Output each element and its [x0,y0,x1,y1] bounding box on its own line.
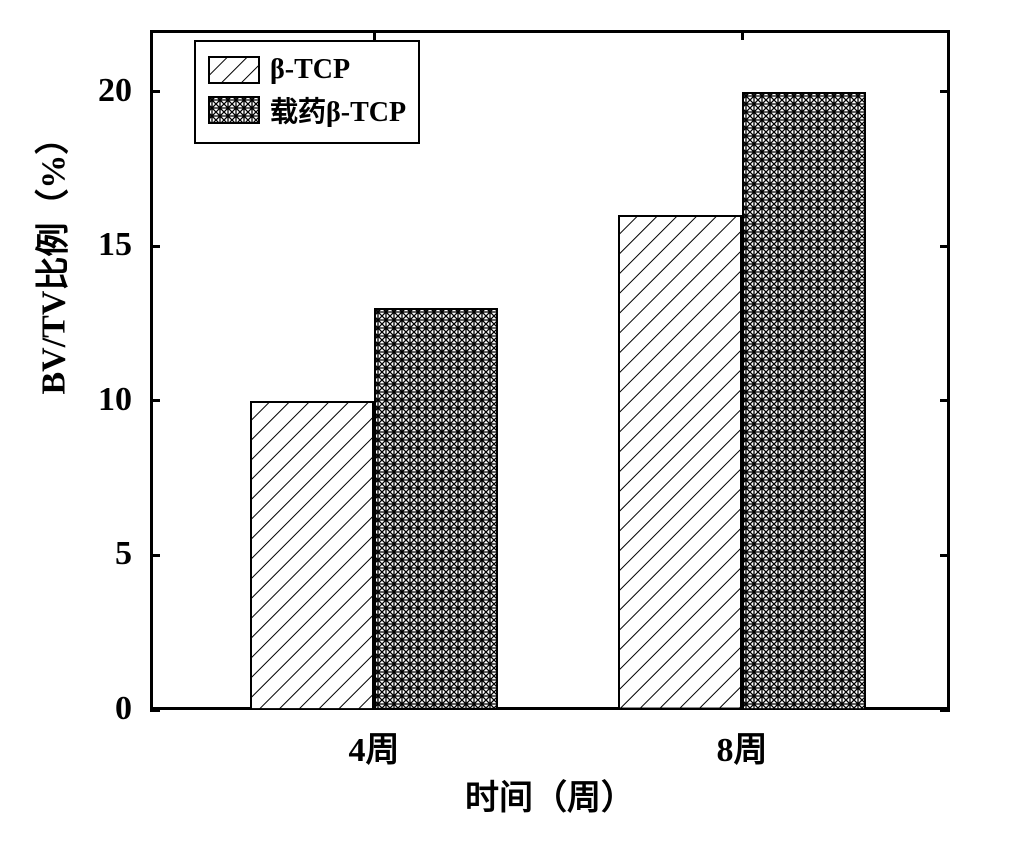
y-tick-label: 0 [115,690,132,728]
legend-item: β-TCP [208,54,406,86]
legend-swatch [208,56,260,84]
y-axis-label: BV/TV比例（%） [26,355,75,395]
chart-container: BV/TV比例（%） 时间（周） 0 5 10 15 20 4周 8周 β-TCP 载药β-TC… [0,0,1011,846]
y-tick-mark [150,554,160,557]
y-tick-mark [150,399,160,402]
x-tick-mark-top [741,30,744,40]
x-tick-mark-top [373,30,376,40]
legend-label: 载药β-TCP [270,90,406,130]
legend-label: β-TCP [270,54,350,86]
x-axis-label: 时间（周） [450,770,650,819]
y-tick-mark [150,90,160,93]
legend-item: 载药β-TCP [208,90,406,130]
y-tick-mark-right [940,709,950,712]
bar-载药β-TCP [374,308,498,710]
bar-β-TCP [618,215,742,710]
y-tick-mark-right [940,554,950,557]
legend-swatch [208,96,260,124]
y-tick-mark-right [940,245,950,248]
y-tick-mark-right [940,399,950,402]
y-tick-label: 10 [98,381,132,419]
y-tick-mark [150,245,160,248]
x-tick-label: 4周 [334,722,414,771]
y-tick-label: 20 [98,72,132,110]
y-tick-label: 5 [115,535,132,573]
bar-载药β-TCP [742,92,866,710]
x-tick-label: 8周 [702,722,782,771]
y-tick-mark [150,709,160,712]
legend: β-TCP 载药β-TCP [194,40,420,144]
bar-β-TCP [250,401,374,710]
y-tick-label: 15 [98,226,132,264]
y-tick-mark-right [940,90,950,93]
